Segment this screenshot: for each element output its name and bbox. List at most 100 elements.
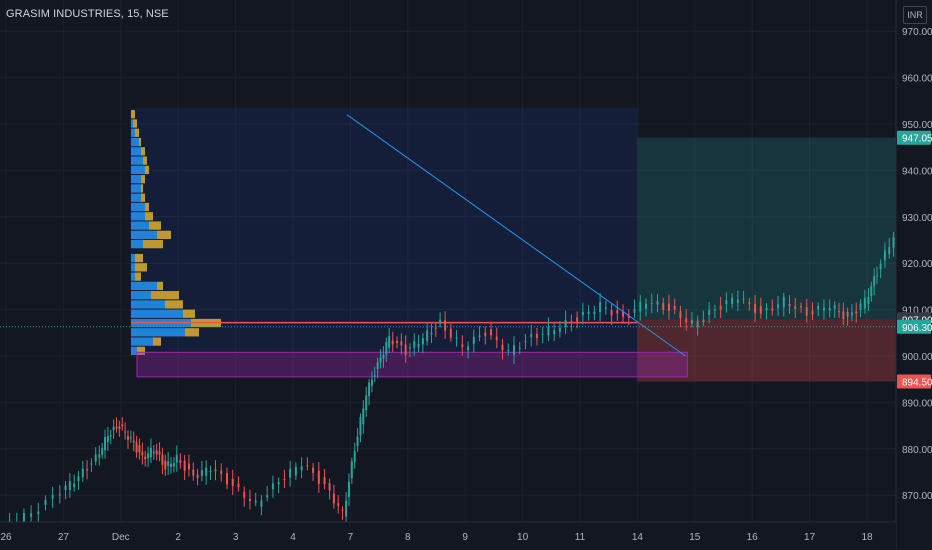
candle-body [501,344,504,351]
vp-bar-up [131,291,151,300]
y-tick-label: 920.00 [902,259,932,270]
candle-body [426,330,429,341]
price-label-bg [897,374,931,389]
candle-body [587,311,590,315]
vp-bar-up [131,184,141,193]
vp-bar-up [131,337,153,346]
candle-body [434,327,437,329]
candle-body [138,445,141,453]
candle-body [850,312,853,316]
candle-body [859,303,862,311]
candle-body [220,470,223,474]
candle-body [373,375,376,377]
vp-bar-down [137,346,145,355]
vp-bar-up [131,263,135,272]
candle-body [627,315,630,318]
candle-body [388,335,391,348]
trend-line [346,114,686,357]
candle-body [708,309,711,316]
candle-body [271,483,274,490]
candle-body [152,451,155,453]
candle-body [196,474,199,479]
range-box [130,107,638,353]
y-tick-label: 950.00 [902,120,932,131]
candle-body [104,436,107,451]
price-label: 894.50 [902,378,932,389]
candle-body [444,320,447,331]
y-tick-label: 970.00 [902,27,932,38]
vp-bar-up [131,147,141,156]
price-label: 947.05 [902,134,932,145]
candle-body [645,303,648,309]
candle-body [771,308,774,311]
y-tick-label: 870.00 [902,491,932,502]
x-tick-label: 18 [861,532,873,543]
candle-body [328,483,331,491]
vp-bar-up [131,328,185,337]
vp-bar-down [141,193,145,202]
candle-body [158,451,161,455]
candle-body [347,481,350,497]
currency-button[interactable]: INR [903,6,927,24]
candle-body [341,509,344,511]
vp-bar-down [143,156,147,165]
vp-bar-up [131,156,143,165]
candle-body [512,345,515,355]
candle-body [736,299,739,303]
vp-bar-down [183,309,195,318]
candle-body [855,311,858,314]
candle-body [622,311,625,317]
x-tick-label: 2 [175,532,181,543]
candle-body [888,246,891,255]
candles [8,156,932,533]
candle-body [101,448,104,455]
candle-body [214,469,217,472]
candle-body [312,467,315,473]
vp-bar-up [131,230,157,239]
vp-bar-up [131,202,145,212]
candle-body [98,454,101,458]
candle-body [696,320,699,328]
candle-body [564,319,567,328]
candle-body [243,491,246,498]
candle-body [656,301,659,305]
vp-bar-up [131,253,135,263]
candle-body [167,461,170,466]
candle-body [391,340,394,345]
candle-body [593,311,596,315]
vp-bar-up [131,119,133,128]
candle-body [141,451,144,456]
candle-body [161,454,164,465]
candle-body [599,302,602,313]
candle-body [126,436,129,440]
candle-body [846,311,849,317]
vp-bar-down [133,119,137,128]
candle-body [359,417,362,436]
long-position-target-zone [637,137,896,320]
candle-body [794,306,797,309]
vp-bar-down [141,184,143,193]
candle-body [379,357,382,363]
candle-body [64,485,67,491]
candle-body [616,309,619,314]
vp-bar-down [157,281,163,291]
candle-body [289,468,292,478]
candle-body [725,300,728,304]
candle-body [873,276,876,287]
x-tick-label: 9 [462,532,468,543]
candle-body [164,460,167,470]
vp-bar-down [165,300,183,309]
candle-body [345,500,348,517]
candle-body [879,263,882,270]
chart-title: GRASIM INDUSTRIES, 15, NSE [6,8,169,20]
x-tick-label: 16 [747,532,759,543]
vp-bar-up [131,346,137,355]
candle-body [495,336,498,341]
vp-bar-down [143,240,163,249]
vp-bar-up [131,240,143,249]
candle-body [719,305,722,310]
vp-bar-down [139,137,141,147]
